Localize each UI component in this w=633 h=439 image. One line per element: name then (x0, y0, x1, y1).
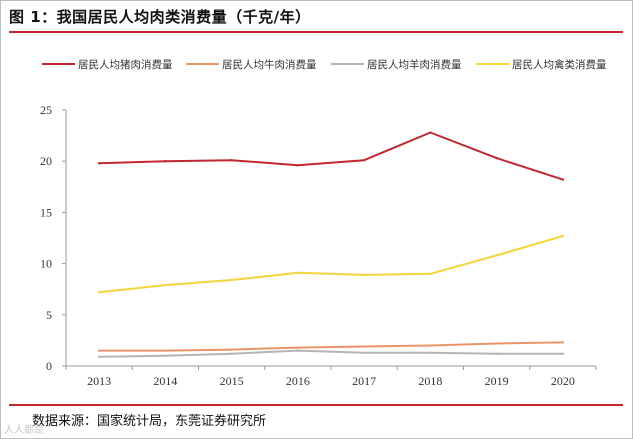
y-tick-label: 25 (40, 103, 52, 117)
data-point-2-0 (97, 355, 101, 358)
data-point-3-2 (230, 278, 233, 282)
data-point-3-1 (164, 283, 167, 287)
data-point-0-5 (429, 131, 432, 134)
data-point-1-5 (429, 344, 432, 347)
data-point-0-6 (495, 156, 498, 160)
data-point-2-5 (429, 351, 432, 354)
data-point-3-3 (296, 271, 300, 275)
title-divider (9, 31, 623, 33)
data-point-0-0 (97, 162, 101, 165)
x-tick-label: 2019 (485, 374, 509, 388)
data-point-1-3 (296, 346, 300, 349)
x-tick-label: 2013 (87, 374, 111, 388)
series-line-0 (99, 131, 564, 181)
y-tick-label: 5 (46, 308, 52, 322)
data-point-3-5 (429, 272, 432, 276)
data-point-1-6 (495, 342, 498, 345)
data-point-1-1 (164, 349, 167, 352)
data-point-2-1 (164, 354, 167, 357)
x-tick-label: 2015 (220, 374, 244, 388)
y-tick-label: 15 (40, 205, 52, 219)
data-point-1-0 (97, 349, 101, 352)
y-tick-label: 20 (40, 154, 52, 168)
chart-legend: 居民人均猪肉消费量 居民人均牛肉消费量 居民人均羊肉消费量 居民人均禽类消费量 (42, 58, 607, 71)
x-tick-label: 2014 (153, 374, 177, 388)
data-point-3-7 (561, 234, 565, 238)
y-tick-label: 0 (46, 359, 52, 373)
data-point-0-3 (296, 164, 300, 167)
figure-title: 图 1：我国居民人均肉类消费量（千克/年） (9, 8, 311, 26)
data-point-0-4 (362, 158, 366, 162)
data-point-0-2 (230, 158, 233, 162)
source-divider (9, 404, 623, 406)
data-point-0-7 (561, 178, 565, 181)
series-line-1 (99, 341, 563, 352)
data-point-3-4 (362, 273, 366, 277)
x-tick-label: 2017 (352, 374, 376, 388)
legend-label-0: 居民人均猪肉消费量 (78, 58, 173, 71)
data-point-2-6 (495, 352, 498, 355)
data-source: 数据来源：国家统计局，东莞证券研究所 (32, 414, 267, 429)
data-point-1-4 (362, 345, 366, 348)
data-point-1-7 (561, 341, 565, 344)
data-point-0-1 (164, 160, 167, 163)
series-line-2 (99, 349, 563, 358)
watermark-text: 人人都是 (4, 425, 44, 436)
data-point-3-0 (97, 291, 101, 294)
legend-label-2: 居民人均羊肉消费量 (367, 58, 462, 71)
x-tick-label: 2016 (286, 374, 310, 388)
legend-label-3: 居民人均禽类消费量 (512, 58, 607, 71)
data-point-2-3 (296, 349, 300, 352)
y-axis-ticks: 0 5 10 15 20 25 (40, 103, 66, 373)
legend-label-1: 居民人均牛肉消费量 (222, 58, 317, 71)
series-line-3 (98, 235, 564, 294)
y-tick-label: 10 (40, 257, 52, 271)
data-point-3-6 (495, 254, 498, 257)
series-lines (97, 131, 565, 358)
data-point-2-7 (561, 352, 565, 355)
data-point-2-2 (230, 352, 233, 355)
data-point-2-4 (362, 351, 366, 354)
data-point-1-2 (230, 348, 233, 351)
x-axis-ticks: 2013 2014 2015 2016 2017 2018 2019 2020 (65, 366, 597, 388)
x-tick-label: 2020 (551, 374, 575, 388)
x-tick-label: 2018 (418, 374, 442, 388)
